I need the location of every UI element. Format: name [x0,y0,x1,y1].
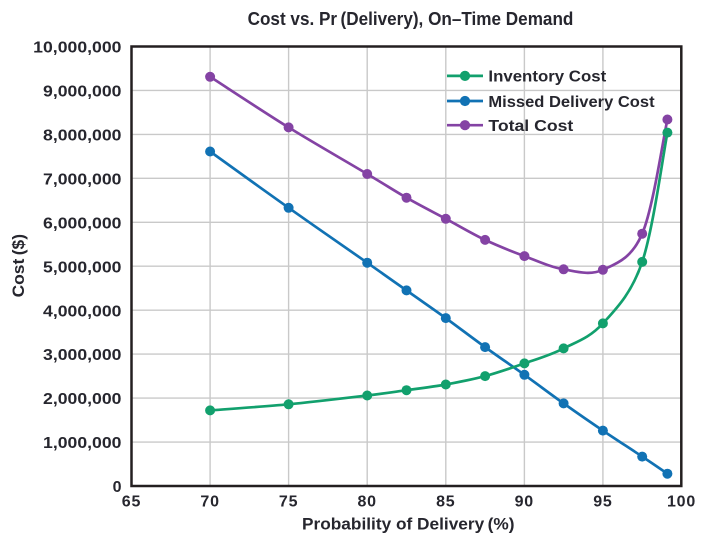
svg-text:Cost vs. Pr (Delivery), On–Tim: Cost vs. Pr (Delivery), On–Time Demand [248,8,574,29]
svg-text:65: 65 [122,494,141,511]
svg-text:Missed Delivery Cost: Missed Delivery Cost [488,94,655,111]
svg-text:100: 100 [667,494,696,511]
svg-text:Total Cost: Total Cost [488,118,574,135]
svg-text:2,000,000: 2,000,000 [43,391,122,408]
svg-text:3,000,000: 3,000,000 [43,347,122,364]
svg-text:4,000,000: 4,000,000 [43,303,122,320]
svg-text:Probability of Delivery (%): Probability of Delivery (%) [302,514,515,533]
svg-text:1,000,000: 1,000,000 [43,435,122,452]
svg-text:75: 75 [279,494,298,511]
svg-text:85: 85 [436,494,455,511]
svg-text:9,000,000: 9,000,000 [43,84,122,101]
svg-text:90: 90 [515,494,534,511]
svg-text:5,000,000: 5,000,000 [43,259,122,276]
svg-text:Cost ($): Cost ($) [9,234,28,297]
svg-text:6,000,000: 6,000,000 [43,215,122,232]
svg-text:80: 80 [357,494,376,511]
svg-text:70: 70 [200,494,219,511]
svg-text:Inventory Cost: Inventory Cost [488,69,607,86]
svg-text:0: 0 [113,479,122,496]
svg-text:7,000,000: 7,000,000 [43,171,122,188]
svg-text:8,000,000: 8,000,000 [43,128,122,145]
svg-text:95: 95 [593,494,612,511]
svg-text:10,000,000: 10,000,000 [33,40,121,57]
